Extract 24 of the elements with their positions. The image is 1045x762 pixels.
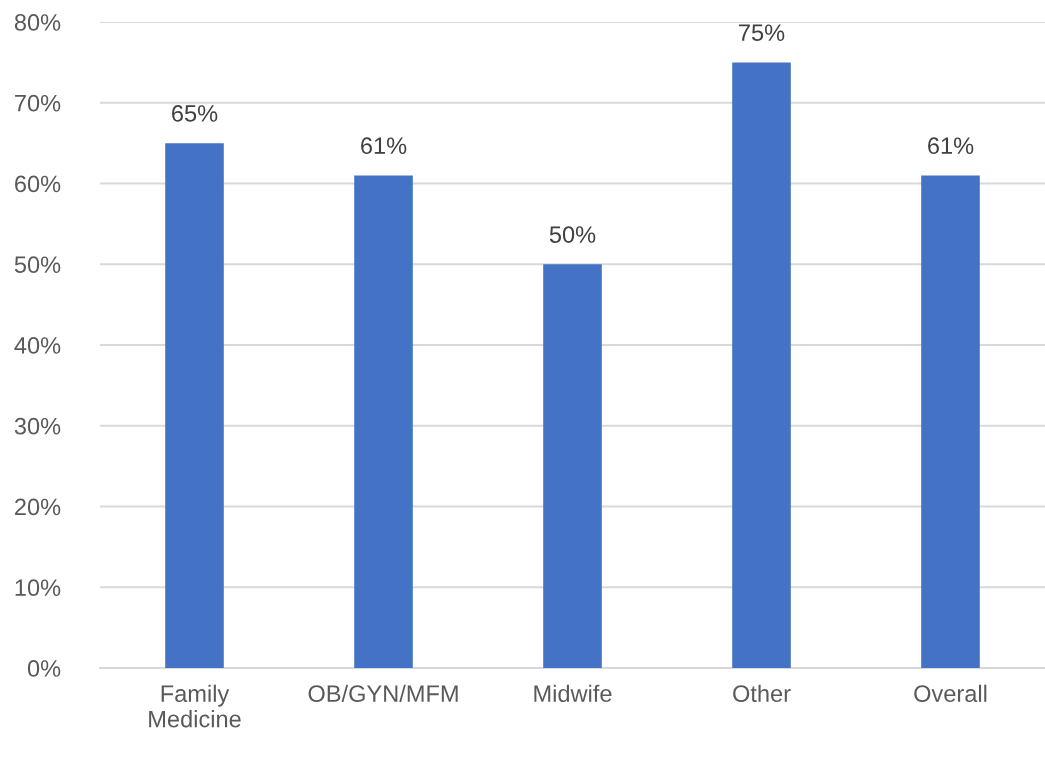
y-tick-label: 70% — [15, 94, 61, 112]
data-label: 50% — [549, 226, 596, 243]
bar — [165, 143, 224, 668]
bar — [543, 264, 602, 668]
x-tick-label: OB/GYN/MFM — [308, 684, 458, 703]
y-tick-label: 80% — [14, 14, 61, 31]
x-tick-label: Family Medicine — [149, 684, 241, 728]
y-tick-label: 30% — [14, 417, 61, 435]
bar — [921, 175, 980, 668]
y-tick-label: 10% — [15, 579, 61, 597]
y-tick-label: 20% — [15, 498, 61, 516]
bar — [732, 62, 791, 668]
y-tick-label: 60% — [15, 175, 61, 193]
x-tick-label: Overall — [914, 684, 987, 703]
data-label: 65% — [172, 105, 218, 122]
x-tick-label: Midwife — [534, 684, 612, 703]
data-label: 61% — [928, 137, 974, 155]
data-label: 75% — [739, 24, 785, 42]
data-label: 61% — [361, 137, 407, 155]
bar — [354, 175, 413, 668]
x-tick-label: Other — [733, 684, 791, 703]
y-tick-label: 0% — [27, 660, 61, 677]
y-tick-label: 40% — [14, 337, 61, 354]
y-tick-label: 50% — [14, 256, 61, 274]
